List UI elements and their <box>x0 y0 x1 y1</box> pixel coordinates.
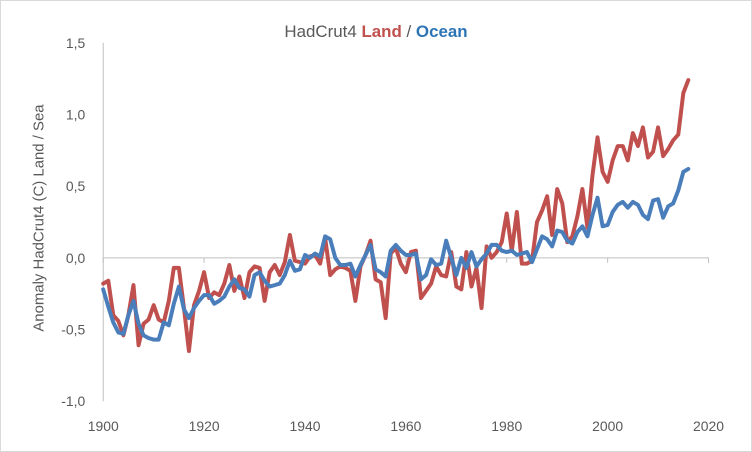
x-tick-label: 2000 <box>592 418 623 434</box>
chart-title-separator: / <box>402 22 416 41</box>
chart-title-ocean: Ocean <box>416 22 468 41</box>
y-tick-label: 1,0 <box>66 106 86 122</box>
x-tick-label: 1920 <box>189 418 220 434</box>
series-layer <box>101 78 691 354</box>
y-tick-label: 0,0 <box>66 250 86 266</box>
y-tick-label: -0,5 <box>61 322 85 338</box>
y-axis: -1,0 -0,5 0,0 0,5 1,0 1,5 <box>61 35 104 409</box>
x-tick-label: 1980 <box>491 418 522 434</box>
x-tick-label: 1960 <box>390 418 421 434</box>
y-tick-label: 1,5 <box>66 35 86 51</box>
x-axis: 1900 1920 1940 1960 1980 2000 2020 <box>88 257 724 434</box>
y-axis-title: Anomaly HadCrut4 (C) Land / Sea <box>30 104 47 332</box>
chart-title-prefix: HadCrut4 <box>284 22 361 41</box>
chart-title-land: Land <box>361 22 401 41</box>
chart-title: HadCrut4 Land / Ocean <box>284 22 467 41</box>
x-tick-label: 1940 <box>289 418 320 434</box>
x-tick-label: 1900 <box>88 418 119 434</box>
y-tick-label: -1,0 <box>61 393 85 409</box>
x-tick-label: 2020 <box>693 418 724 434</box>
series-line-ocean <box>101 166 691 342</box>
y-tick-label: 0,5 <box>66 178 86 194</box>
